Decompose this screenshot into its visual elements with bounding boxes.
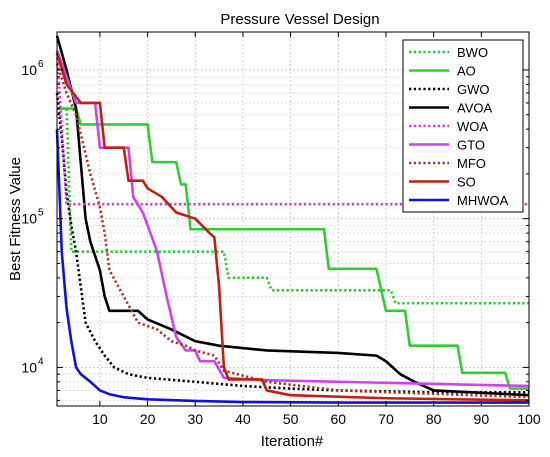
legend-label-ao: AO <box>457 64 476 79</box>
x-tick-label: 100 <box>517 411 541 427</box>
series-line-mfo <box>55 63 530 399</box>
x-tick-label: 20 <box>140 411 156 427</box>
x-tick-label: 50 <box>283 411 299 427</box>
y-tick-exponent: 5 <box>38 208 44 219</box>
y-tick-label: 10 <box>21 211 37 227</box>
legend-label-woa: WOA <box>457 119 488 134</box>
legend-label-mfo: MFO <box>457 156 486 171</box>
series-lines <box>55 35 530 404</box>
chart-title: Pressure Vessel Design <box>220 11 379 28</box>
legend-label-bwo: BWO <box>457 45 488 60</box>
legend-label-gto: GTO <box>457 138 485 153</box>
series-line-ao <box>57 107 529 390</box>
x-tick-label: 40 <box>235 411 251 427</box>
legend: BWO AO GWO AVOA WOA GTO MFO SO MHWOA <box>402 39 524 213</box>
y-axis-label: Best Fitness Value <box>7 157 24 281</box>
y-tick-label: 10 <box>21 62 37 78</box>
legend-label-avoa: AVOA <box>457 101 492 116</box>
legend-label-gwo: GWO <box>457 82 490 97</box>
y-tick-exponent: 4 <box>38 356 44 367</box>
series-line-so <box>55 52 530 402</box>
x-tick-label: 90 <box>474 411 490 427</box>
series-line-avoa <box>55 35 530 397</box>
legend-box <box>402 39 524 213</box>
x-tick-label: 70 <box>378 411 394 427</box>
legend-label-mhwoa: MHWOA <box>457 193 509 208</box>
x-tick-label: 80 <box>426 411 442 427</box>
series-line-mhwoa <box>55 129 529 404</box>
y-tick-exponent: 6 <box>38 59 44 70</box>
x-tick-label: 10 <box>92 411 108 427</box>
x-tick-label: 30 <box>187 411 203 427</box>
legend-label-so: SO <box>457 175 476 190</box>
x-axis-label: Iteration# <box>261 433 324 450</box>
x-axis-ticks: 10 20 30 40 50 60 70 80 90 100 <box>92 32 541 427</box>
series-line-bwo <box>57 107 529 305</box>
y-tick-label: 10 <box>21 359 37 375</box>
x-tick-label: 60 <box>331 411 347 427</box>
